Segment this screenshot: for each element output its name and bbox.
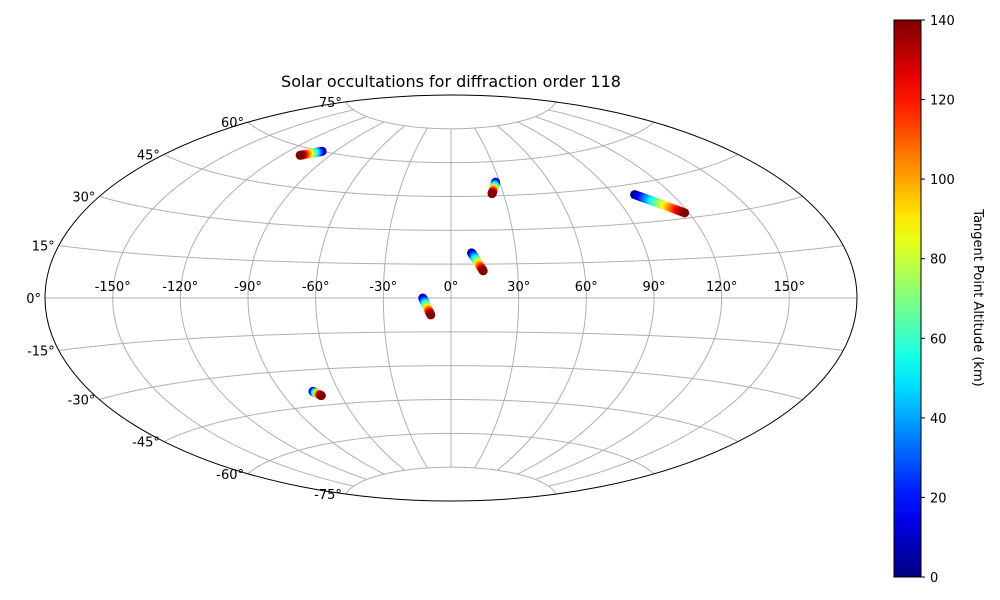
- map-outline: [44, 94, 858, 502]
- parallel-line: [247, 121, 655, 164]
- colorbar-tick-label: 60: [930, 332, 947, 347]
- colorbar-tick-label: 20: [930, 491, 947, 506]
- latitude-tick-label: 15°: [32, 240, 55, 255]
- longitude-tick-label: 150°: [774, 280, 805, 295]
- colorbar-tick-label: 140: [930, 14, 955, 29]
- parallel-line: [99, 196, 803, 231]
- parallel-line: [58, 244, 844, 265]
- occultation-point: [478, 266, 488, 276]
- latitude-tick-label: -60°: [216, 468, 244, 483]
- latitude-tick-label: 75°: [319, 96, 342, 111]
- colorbar-gradient: [893, 19, 922, 578]
- longitude-tick-label: 90°: [642, 280, 665, 295]
- colorbar: 0 20 40 60 80 100 120 140 Tangent Point Altitud…: [893, 14, 985, 586]
- chart-title: Solar occultations for diffraction order…: [281, 72, 621, 91]
- latitude-tick-label: -45°: [132, 436, 160, 451]
- occultation-point: [487, 189, 497, 199]
- occultation-point: [295, 150, 305, 160]
- parallel-line: [345, 466, 557, 495]
- longitude-tick-label: 30°: [507, 280, 530, 295]
- colorbar-tick-label: 80: [930, 253, 947, 268]
- colorbar-tick-label: 0: [930, 571, 938, 586]
- longitude-tick-label: -30°: [369, 280, 397, 295]
- tick-labels: -150° -120° -90° -60° -30° 0° 30° 60° 90° 120° 150…: [26, 96, 805, 503]
- colorbar-label: Tangent Point Altitude (km): [970, 208, 985, 386]
- latitude-tick-label: -15°: [27, 345, 55, 360]
- longitude-tick-label: -60°: [302, 280, 330, 295]
- colorbar-ticks: 0 20 40 60 80 100 120 140: [921, 14, 955, 586]
- parallel-line: [99, 365, 803, 400]
- parallel-line: [163, 398, 739, 442]
- parallel-line: [345, 101, 557, 130]
- occultation-point: [680, 208, 690, 218]
- latitude-tick-label: -75°: [314, 488, 342, 503]
- longitude-tick-label: -150°: [95, 280, 131, 295]
- latitude-tick-label: 45°: [137, 149, 160, 164]
- longitude-tick-label: 120°: [706, 280, 737, 295]
- latitude-tick-label: -30°: [68, 394, 96, 409]
- parallel-line: [163, 154, 739, 198]
- occultation-point: [426, 310, 436, 320]
- latitude-tick-label: 30°: [72, 191, 95, 206]
- occultation-point: [316, 391, 326, 401]
- longitude-tick-label: 0°: [444, 280, 459, 295]
- longitude-tick-label: -90°: [234, 280, 262, 295]
- map-grid: [45, 101, 857, 495]
- colorbar-tick-label: 40: [930, 412, 947, 427]
- parallel-line: [58, 331, 844, 352]
- colorbar-tick-label: 120: [930, 94, 955, 109]
- latitude-tick-label: 60°: [221, 116, 244, 131]
- longitude-tick-label: 60°: [575, 280, 598, 295]
- parallel-line: [247, 432, 655, 475]
- colorbar-tick-label: 100: [930, 173, 955, 188]
- data-points: [295, 146, 690, 401]
- latitude-tick-label: 0°: [26, 292, 41, 307]
- longitude-tick-label: -120°: [162, 280, 198, 295]
